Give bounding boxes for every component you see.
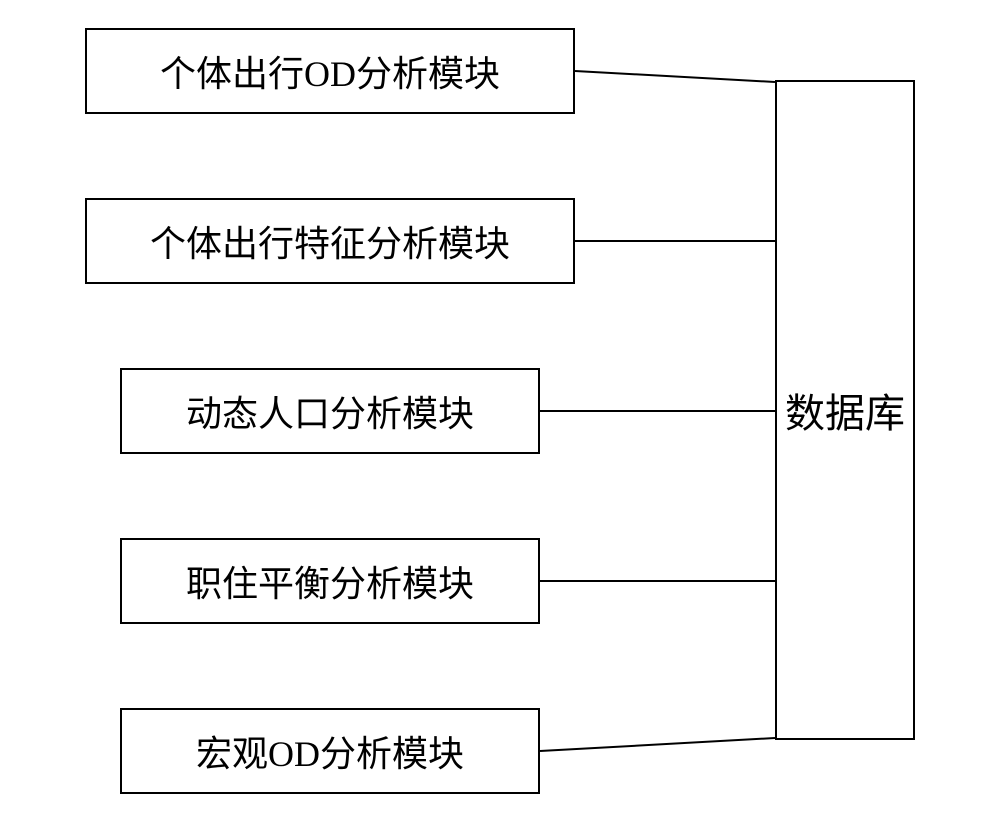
module-label: 个体出行OD分析模块 (160, 45, 500, 97)
database-label: 数据库 (785, 381, 905, 439)
module-label: 宏观OD分析模块 (196, 725, 464, 777)
module-individual-feature: 个体出行特征分析模块 (85, 198, 575, 284)
edge-m1-to-db (575, 71, 775, 82)
module-macro-od: 宏观OD分析模块 (120, 708, 540, 794)
module-label: 个体出行特征分析模块 (150, 215, 510, 267)
module-label: 职住平衡分析模块 (186, 555, 474, 607)
module-label: 动态人口分析模块 (186, 385, 474, 437)
edge-m5-to-db (540, 738, 775, 751)
module-individual-od: 个体出行OD分析模块 (85, 28, 575, 114)
database-box: 数据库 (775, 80, 915, 740)
diagram-canvas: 个体出行OD分析模块 个体出行特征分析模块 动态人口分析模块 职住平衡分析模块 … (0, 0, 1000, 823)
module-job-housing-balance: 职住平衡分析模块 (120, 538, 540, 624)
module-dynamic-population: 动态人口分析模块 (120, 368, 540, 454)
